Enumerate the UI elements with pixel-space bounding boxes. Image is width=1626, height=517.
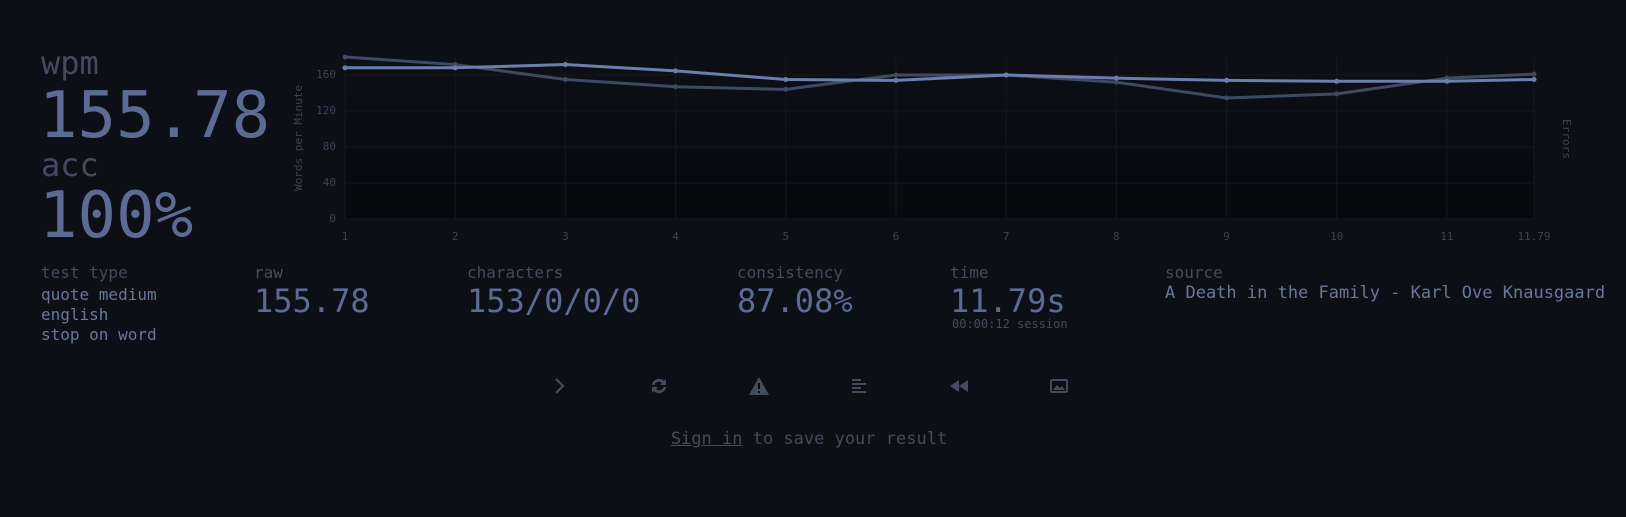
x-tick-label: 2	[452, 230, 459, 243]
x-tick-label: 9	[1223, 230, 1230, 243]
characters-value: 153/0/0/0	[467, 282, 641, 320]
data-point	[562, 77, 568, 82]
y-tick-label: 0	[329, 212, 336, 225]
wpm-value: 155.78	[39, 79, 271, 153]
plot-area	[345, 57, 1534, 219]
data-point	[562, 62, 568, 68]
x-tick-label: 1	[342, 230, 349, 243]
data-point	[783, 86, 789, 92]
data-point	[1334, 91, 1340, 97]
y-tick-label: 120	[316, 104, 336, 117]
time-label: time	[950, 263, 989, 282]
session-time: 00:00:12 session	[952, 317, 1068, 331]
source-label: source	[1165, 263, 1223, 282]
x-tick-label: 11.79	[1517, 230, 1550, 243]
source-value: A Death in the Family - Karl Ove Knausga…	[1165, 283, 1606, 303]
x-tick-label: 5	[782, 230, 789, 243]
series-line	[345, 63, 1535, 83]
consistency-value: 87.08%	[737, 282, 853, 320]
data-point	[1531, 77, 1537, 82]
data-point	[673, 68, 679, 74]
data-point	[1224, 77, 1230, 83]
data-point	[673, 84, 679, 90]
time-value: 11.79s	[950, 282, 1066, 320]
data-point	[1113, 75, 1119, 81]
y-tick-label: 160	[316, 68, 336, 81]
sign-in-prompt: Sign in to save your result	[0, 429, 1618, 449]
x-tick-label: 8	[1113, 230, 1120, 243]
screenshot-button[interactable]	[1047, 374, 1071, 398]
y-axis-label: Words per Minute	[292, 85, 305, 191]
sign-in-text: to save your result	[742, 429, 948, 449]
data-point	[893, 72, 899, 78]
test-type-line: stop on word	[41, 325, 157, 344]
x-tick-label: 7	[1003, 230, 1010, 243]
x-tick-label: 4	[672, 230, 679, 243]
x-tick-label: 10	[1330, 230, 1343, 243]
data-point	[1531, 71, 1537, 77]
data-point	[1444, 78, 1450, 84]
data-point	[1003, 72, 1009, 78]
wpm-label: wpm	[41, 44, 99, 82]
raw-value: 155.78	[254, 282, 370, 320]
y-tick-label: 40	[323, 176, 336, 189]
chart: Words per Minute Errors 0 40 80 120 160 1 2 3 4 5…	[292, 54, 1573, 243]
restart-button[interactable]	[647, 374, 671, 398]
data-point	[1113, 79, 1119, 85]
raw-label: raw	[254, 263, 283, 282]
test-type-label: test type	[41, 263, 128, 282]
x-tick-label: 6	[893, 230, 900, 243]
words-history-button[interactable]	[847, 374, 871, 398]
acc-label: acc	[41, 146, 99, 184]
consistency-label: consistency	[737, 263, 843, 282]
test-type-line: english	[41, 305, 109, 324]
data-point	[1224, 95, 1230, 101]
characters-label: characters	[467, 263, 564, 282]
data-point	[342, 65, 348, 71]
y-tick-label: 80	[323, 140, 336, 153]
next-test-button[interactable]	[547, 374, 571, 398]
series-line	[344, 55, 1535, 100]
x-tick-label: 11	[1440, 230, 1453, 243]
report-button[interactable]	[747, 374, 771, 398]
data-point	[452, 65, 458, 71]
data-point	[783, 77, 789, 82]
data-point	[1334, 78, 1340, 84]
test-type-line: quote medium	[41, 285, 157, 304]
acc-value: 100%	[39, 179, 194, 253]
data-point	[342, 54, 348, 60]
x-tick-label: 3	[562, 230, 569, 243]
y2-axis-label: Errors	[1560, 119, 1573, 159]
sign-in-link[interactable]: Sign in	[670, 429, 743, 449]
data-point	[893, 77, 899, 83]
replay-button[interactable]	[947, 374, 971, 398]
